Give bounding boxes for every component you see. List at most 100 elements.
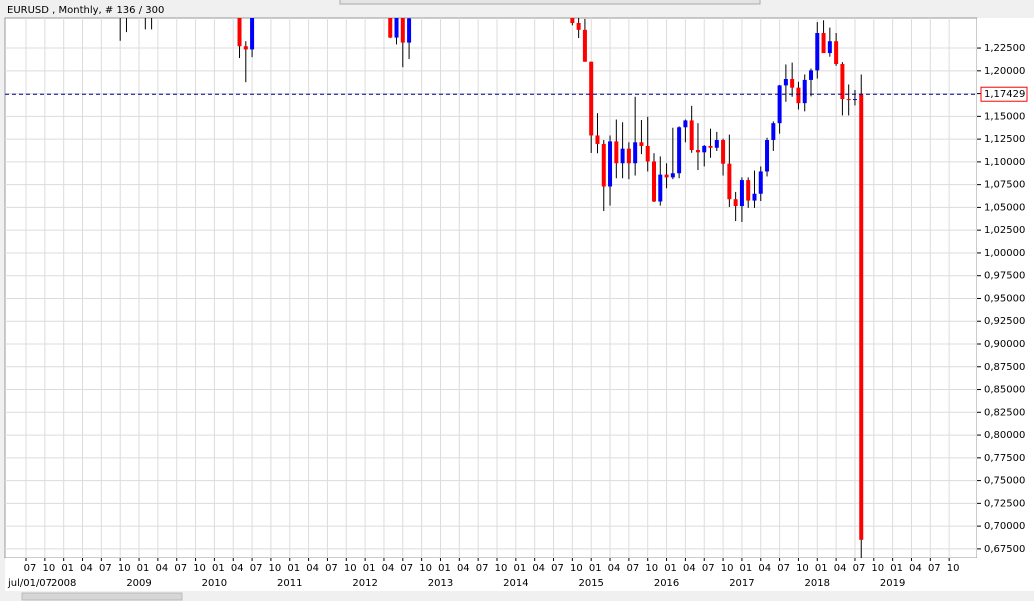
candle-body xyxy=(721,140,726,164)
x-tick-label: 01 xyxy=(438,563,451,574)
x-tick-label: 04 xyxy=(532,563,545,574)
x-tick-label: 10 xyxy=(570,563,583,574)
x-tick-label: 01 xyxy=(61,563,74,574)
x-tick-label: 01 xyxy=(740,563,753,574)
scrollbar[interactable] xyxy=(21,592,183,601)
x-tick-label: 04 xyxy=(231,563,244,574)
y-tick-label: 0,77500 xyxy=(984,453,1025,464)
y-tick-label: 1,07500 xyxy=(984,180,1025,191)
year-label: 2013 xyxy=(428,578,453,589)
candle-body xyxy=(840,63,845,100)
y-tick-label: 1,20000 xyxy=(984,66,1025,77)
price-label-box xyxy=(980,86,1028,102)
x-tick-label: 10 xyxy=(269,563,282,574)
candle-body xyxy=(815,33,820,71)
year-label: 2008 xyxy=(51,578,76,589)
grid xyxy=(5,18,977,558)
x-tick-label: 01 xyxy=(363,563,376,574)
year-label: 2014 xyxy=(503,578,528,589)
x-tick-label: 01 xyxy=(890,563,903,574)
x-tick-label: 07 xyxy=(250,563,263,574)
year-label: jul/01/07 xyxy=(7,578,52,589)
candle-body xyxy=(670,173,675,178)
candle-body xyxy=(608,141,613,187)
x-tick-label: 07 xyxy=(400,563,413,574)
candle-body xyxy=(658,174,663,202)
x-tick-label: 01 xyxy=(664,563,677,574)
x-tick-label: 01 xyxy=(137,563,150,574)
x-tick-label: 01 xyxy=(287,563,300,574)
candle-body xyxy=(589,61,594,136)
x-tick-label: 07 xyxy=(24,563,37,574)
x-tick-label: 10 xyxy=(344,563,357,574)
candle-body xyxy=(664,174,669,178)
x-tick-label: 10 xyxy=(796,563,809,574)
candle-body xyxy=(739,180,744,207)
x-tick-label: 10 xyxy=(42,563,55,574)
x-tick-label: 01 xyxy=(589,563,602,574)
axes: 0,67500 0,70000 0,72500 0,75000 0,77500 0,800… xyxy=(5,43,1028,589)
y-tick-label: 0,85000 xyxy=(984,385,1025,396)
candle-body xyxy=(727,163,732,200)
candle-body xyxy=(243,46,248,50)
candle-body xyxy=(394,18,399,38)
candle-body xyxy=(796,87,801,104)
candle-body xyxy=(752,193,757,201)
plot-area xyxy=(4,17,978,559)
x-tick-label: 01 xyxy=(513,563,526,574)
candle-body xyxy=(733,199,738,207)
x-tick-label: 10 xyxy=(419,563,432,574)
x-tick-label: 07 xyxy=(99,563,112,574)
x-tick-label: 07 xyxy=(627,563,640,574)
toolbar[interactable] xyxy=(339,0,761,5)
candle-body xyxy=(645,145,650,162)
candle-body xyxy=(677,127,682,174)
x-tick-label: 07 xyxy=(702,563,715,574)
candle-body xyxy=(777,85,782,124)
candle-body xyxy=(746,180,751,201)
candle-body xyxy=(783,79,788,86)
x-tick-label: 10 xyxy=(947,563,960,574)
candle-body xyxy=(683,120,688,128)
x-tick-label: 04 xyxy=(306,563,319,574)
candle-body xyxy=(859,94,864,540)
x-tick-label: 10 xyxy=(118,563,131,574)
candles xyxy=(119,18,864,558)
candle-body xyxy=(708,145,713,148)
y-tick-label: 1,10000 xyxy=(984,157,1025,168)
candle-body xyxy=(695,150,700,153)
x-tick-label: 10 xyxy=(871,563,884,574)
y-tick-label: 0,90000 xyxy=(984,339,1025,350)
x-tick-label: 10 xyxy=(721,563,734,574)
candle-body xyxy=(400,18,405,43)
x-tick-label: 04 xyxy=(457,563,470,574)
y-tick-label: 1,05000 xyxy=(984,202,1025,213)
y-tick-label: 0,95000 xyxy=(984,293,1025,304)
year-label: 2019 xyxy=(880,578,905,589)
year-label: 2017 xyxy=(729,578,754,589)
x-axis-area xyxy=(5,558,1034,591)
candle-body xyxy=(702,145,707,153)
candle-body xyxy=(633,142,638,164)
x-tick-label: 07 xyxy=(928,563,941,574)
candle-body xyxy=(595,135,600,144)
price-label: 1,17429 xyxy=(984,89,1025,100)
y-tick-label: 0,82500 xyxy=(984,407,1025,418)
candle-body xyxy=(689,120,694,151)
candle-body xyxy=(809,70,813,80)
candle-body xyxy=(388,18,393,38)
y-tick-label: 1,00000 xyxy=(984,248,1025,259)
candle-body xyxy=(765,140,770,172)
y-tick-label: 1,22500 xyxy=(984,43,1025,54)
y-tick-label: 0,67500 xyxy=(984,544,1025,555)
candle-body xyxy=(802,79,807,104)
y-axis-area xyxy=(977,18,1034,558)
candle-body xyxy=(601,143,606,187)
candle-body xyxy=(620,148,625,164)
year-label: 2016 xyxy=(654,578,679,589)
x-tick-label: 04 xyxy=(683,563,696,574)
x-tick-label: 07 xyxy=(777,563,790,574)
x-tick-label: 04 xyxy=(608,563,621,574)
candle-body xyxy=(846,99,851,101)
